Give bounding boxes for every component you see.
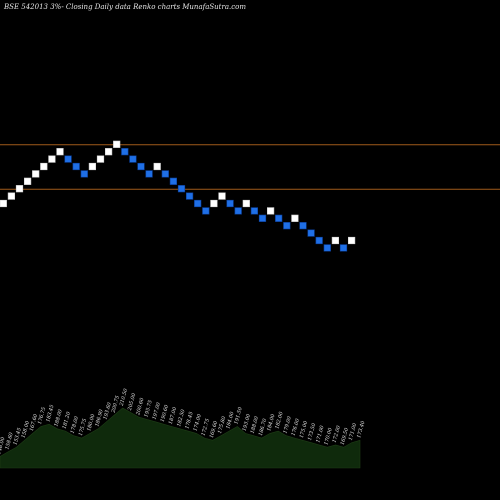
volume-label: 186.70: [258, 417, 269, 436]
volume-label: 187.00: [168, 406, 179, 425]
volume-label: 172.75: [201, 418, 211, 436]
volume-label: 176.00: [291, 417, 302, 436]
volume-label: 174.00: [193, 413, 204, 432]
down-brick: [258, 214, 267, 222]
up-brick: [291, 214, 299, 222]
down-brick: [275, 214, 283, 222]
volume-label: 175.00: [299, 420, 310, 439]
down-brick: [315, 236, 323, 245]
volume-label: 200.75: [110, 395, 121, 414]
down-brick: [121, 148, 129, 156]
down-brick: [299, 222, 307, 230]
volume-area: [0, 407, 361, 469]
volume-label: 158.60: [4, 431, 15, 450]
down-brick: [169, 177, 178, 185]
down-brick: [234, 207, 242, 215]
down-brick: [186, 192, 194, 200]
down-brick: [307, 229, 315, 237]
volume-label: 184.00: [225, 410, 236, 429]
volume-label: 178.00: [70, 415, 81, 434]
down-brick: [250, 207, 259, 215]
down-brick: [72, 162, 80, 171]
volume-label: 171.00: [348, 422, 359, 441]
volume-label: 183.45: [45, 404, 55, 422]
volume-label: 173.40: [356, 420, 367, 439]
volume-labels: 148.00158.60153.45158.00167.60176.75183.…: [0, 387, 367, 455]
up-brick: [23, 177, 32, 185]
volume-label: 200.60: [135, 396, 146, 416]
volume-label: 188.00: [53, 408, 64, 427]
up-brick: [32, 170, 40, 178]
down-brick: [64, 155, 72, 163]
renko-bricks: [0, 140, 356, 252]
down-brick: [145, 170, 153, 178]
volume-label: 172.00: [332, 424, 343, 443]
level-lines: [0, 144, 500, 190]
volume-label: 167.60: [29, 413, 40, 432]
volume-label: 158.00: [21, 420, 32, 439]
volume-label: 153.45: [13, 427, 23, 445]
up-brick: [105, 148, 113, 156]
down-brick: [339, 244, 348, 252]
volume-label: 182.50: [176, 408, 187, 427]
volume-label: 173.50: [307, 422, 318, 441]
volume-label: 178.45: [184, 411, 194, 429]
volume-label: 193.00: [242, 413, 253, 432]
volume-label: 205.00: [127, 392, 138, 412]
up-brick: [113, 140, 121, 148]
volume-label: 186.90: [94, 408, 105, 427]
down-brick: [161, 170, 169, 178]
up-brick: [242, 199, 250, 208]
volume-label: 169.50: [340, 426, 351, 445]
volume-area-path: [0, 407, 361, 469]
volume-label: 188.00: [250, 415, 261, 434]
up-brick: [48, 155, 56, 163]
volume-label: 176.75: [37, 407, 47, 425]
volume-label: 197.00: [152, 401, 163, 420]
down-brick: [226, 199, 234, 208]
up-brick: [218, 192, 226, 200]
up-brick: [15, 185, 24, 193]
up-brick: [210, 199, 218, 208]
down-brick: [129, 155, 137, 163]
volume-label: 195.75: [143, 400, 153, 418]
volume-label: 184.00: [266, 413, 277, 432]
volume-label: 175.80: [217, 415, 228, 434]
volume-label: 182.00: [274, 410, 285, 429]
up-brick: [0, 199, 7, 208]
up-brick: [56, 148, 64, 156]
volume-label: 170.00: [323, 426, 334, 445]
up-brick: [7, 192, 16, 200]
volume-label: 180.00: [86, 413, 97, 432]
volume-label: 210.50: [119, 387, 130, 407]
up-brick: [347, 236, 356, 245]
volume-label: 179.00: [283, 415, 294, 434]
up-brick: [96, 155, 105, 163]
up-brick: [266, 207, 275, 215]
down-brick: [194, 199, 202, 208]
down-brick: [283, 222, 291, 230]
volume-label: 193.60: [103, 401, 114, 420]
volume-label: 175.75: [78, 418, 88, 436]
volume-label: 171.00: [315, 424, 326, 443]
volume-label: 148.00: [0, 436, 7, 455]
down-brick: [177, 185, 186, 193]
down-brick: [80, 170, 88, 178]
up-brick: [331, 236, 340, 245]
volume-label: 191.50: [233, 406, 244, 425]
volume-label: 169.60: [209, 420, 220, 439]
down-brick: [202, 207, 210, 215]
up-brick: [40, 162, 48, 171]
volume-label: 190.60: [160, 403, 171, 422]
down-brick: [137, 162, 145, 171]
up-brick: [153, 162, 161, 171]
chart-title: BSE 542013 3%- Closing Daily data Renko …: [3, 3, 246, 11]
down-brick: [323, 244, 331, 252]
volume-label: 181.20: [62, 410, 73, 429]
up-brick: [88, 162, 96, 171]
